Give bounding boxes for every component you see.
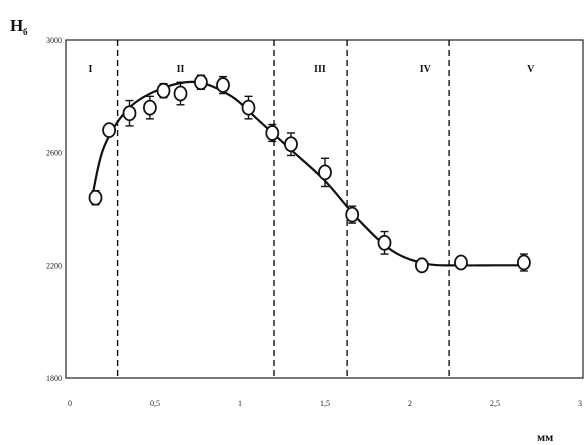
data-point bbox=[265, 123, 280, 143]
x-tick-label: 1 bbox=[238, 399, 242, 408]
data-point bbox=[88, 189, 103, 206]
data-point-marker bbox=[377, 234, 392, 251]
x-tick-label: 0 bbox=[68, 399, 72, 408]
data-point bbox=[414, 257, 429, 274]
zone-label: IV bbox=[420, 64, 432, 75]
y-tick-label: 1800 bbox=[46, 374, 62, 383]
x-tick-label: 3 bbox=[578, 399, 582, 408]
data-point bbox=[173, 81, 188, 106]
zone-label: V bbox=[527, 64, 535, 75]
x-axis-label: мм bbox=[537, 430, 553, 444]
fitted-curve bbox=[91, 80, 529, 267]
data-points bbox=[88, 74, 531, 274]
x-tick-label: 1,5 bbox=[320, 399, 330, 408]
data-point bbox=[216, 75, 230, 95]
data-point-marker bbox=[517, 254, 531, 271]
data-point-marker bbox=[454, 254, 468, 271]
x-tick-labels: 0 0,5 1 1,5 2 2,5 3 bbox=[68, 399, 582, 408]
data-point-marker bbox=[122, 105, 137, 122]
data-point-marker bbox=[284, 136, 298, 153]
data-point-marker bbox=[345, 206, 360, 223]
y-tick-labels: 1800 2200 2600 3000 bbox=[46, 36, 62, 383]
data-point bbox=[284, 132, 298, 157]
data-point-marker bbox=[88, 189, 103, 206]
x-tick-label: 2,5 bbox=[490, 399, 500, 408]
data-point bbox=[193, 74, 208, 91]
data-point-marker bbox=[318, 164, 332, 181]
plot-area-frame bbox=[65, 39, 584, 379]
data-point bbox=[377, 230, 392, 255]
x-tick-label: 0,5 bbox=[150, 399, 160, 408]
data-point bbox=[142, 95, 157, 120]
data-point bbox=[345, 205, 360, 224]
zone-label: I bbox=[88, 64, 92, 75]
data-point bbox=[241, 95, 256, 120]
y-tick-label: 2600 bbox=[46, 149, 62, 158]
data-point bbox=[102, 122, 116, 139]
y-tick-label: 2200 bbox=[46, 261, 62, 270]
data-point bbox=[454, 254, 468, 271]
zone-boundaries bbox=[116, 40, 450, 378]
data-point bbox=[122, 99, 137, 127]
data-point-marker bbox=[142, 99, 157, 116]
zone-label: II bbox=[177, 64, 185, 75]
data-point bbox=[517, 253, 531, 272]
x-tick-label: 2 bbox=[408, 399, 412, 408]
data-point-marker bbox=[156, 82, 171, 99]
data-point-marker bbox=[265, 125, 280, 141]
zone-labels: I II III IV V bbox=[88, 64, 535, 75]
data-point-marker bbox=[102, 122, 116, 139]
y-axis-label-subscript: б bbox=[23, 27, 28, 37]
data-point-marker bbox=[193, 74, 208, 91]
data-point-marker bbox=[414, 257, 429, 274]
y-axis-label: H bbox=[10, 16, 23, 35]
data-point-marker bbox=[241, 99, 256, 116]
data-point bbox=[318, 157, 332, 188]
y-tick-label: 3000 bbox=[46, 36, 62, 45]
data-point-marker bbox=[216, 77, 230, 93]
zone-label: III bbox=[314, 64, 326, 75]
data-point bbox=[156, 82, 171, 99]
data-point-marker bbox=[173, 85, 188, 102]
